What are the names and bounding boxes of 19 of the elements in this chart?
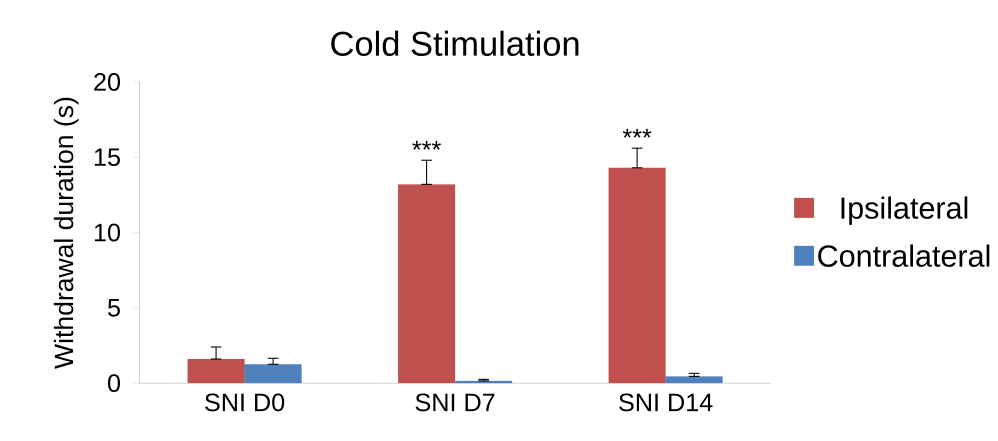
y-tick-label: 0	[108, 374, 120, 392]
x-tick-label: SNI D7	[416, 394, 494, 412]
y-axis-title: Withdrawal duration (s)	[54, 98, 79, 369]
legend-label: Contralateral	[818, 244, 990, 267]
annotation: ***	[622, 128, 652, 138]
y-tick-label: 15	[94, 148, 120, 166]
y-tick-label: 20	[94, 73, 120, 91]
y-tick-label: 5	[108, 299, 120, 317]
chart-title: Cold Stimulation	[331, 30, 578, 56]
bar	[608, 168, 666, 384]
legend-label: Ipsilateral	[842, 196, 968, 225]
x-tick-label: SNI D14	[619, 394, 713, 412]
annotation: ***	[412, 140, 441, 150]
bar	[398, 184, 456, 384]
y-tick-label: 10	[94, 224, 120, 242]
bar	[244, 364, 302, 384]
x-tick-label: SNI D0	[205, 394, 284, 412]
bar	[188, 359, 245, 384]
bar	[666, 376, 723, 384]
